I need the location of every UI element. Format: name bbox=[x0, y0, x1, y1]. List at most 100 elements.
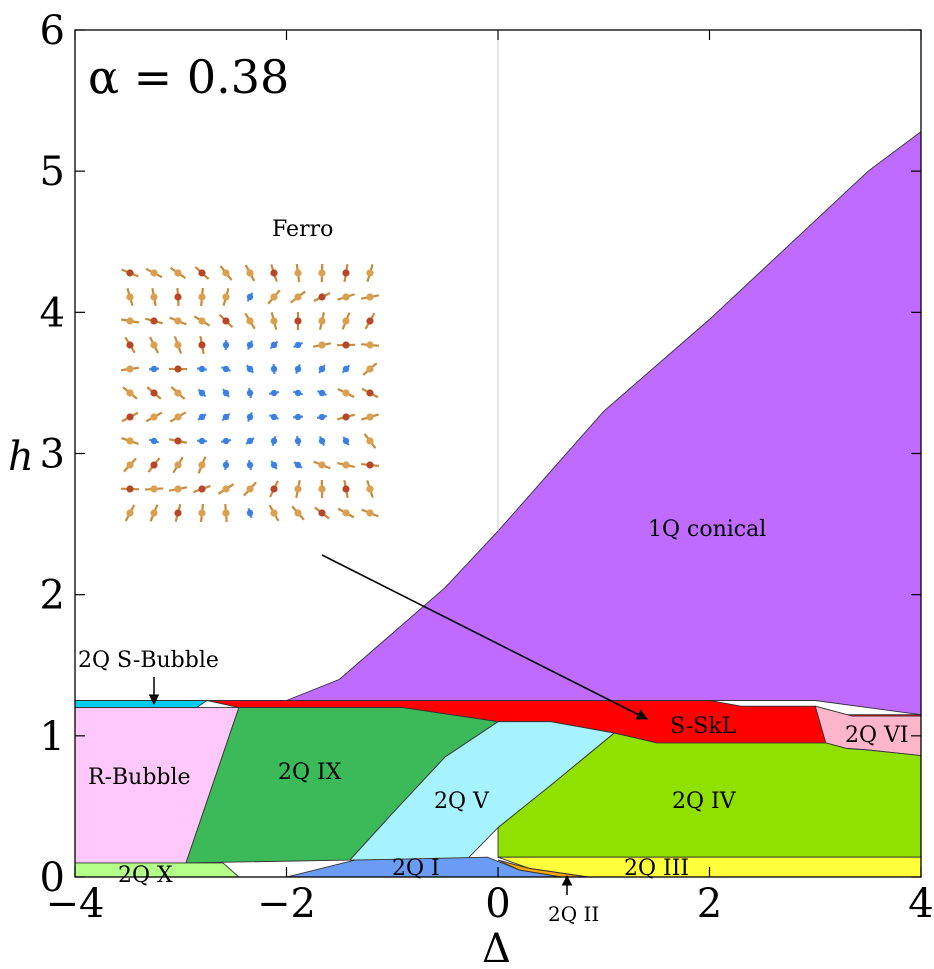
spin-arrow bbox=[198, 335, 206, 355]
i-label: 2Q I bbox=[392, 856, 440, 881]
spin-arrow bbox=[124, 504, 136, 522]
spin-arrow bbox=[222, 339, 230, 351]
spin-arrow bbox=[217, 483, 235, 495]
spin-arrow bbox=[145, 317, 163, 325]
spin-arrow bbox=[316, 413, 328, 421]
spin-arrow bbox=[219, 265, 233, 281]
spin-arrow bbox=[318, 263, 326, 283]
spin-arrow bbox=[244, 312, 256, 330]
spin-arrow bbox=[246, 387, 254, 399]
spin-arrow bbox=[270, 312, 278, 330]
spin-arrow bbox=[294, 311, 302, 331]
spin-arrow bbox=[124, 336, 136, 354]
y-tick-label: 5 bbox=[40, 149, 65, 195]
spin-arrow bbox=[267, 289, 281, 305]
rbubble-label: R-Bubble bbox=[88, 765, 191, 790]
spin-arrow bbox=[270, 460, 278, 470]
spin-arrow bbox=[193, 484, 211, 494]
spin-arrow bbox=[313, 291, 331, 303]
spin-arrow bbox=[268, 504, 280, 522]
y-tick-label: 0 bbox=[40, 855, 65, 901]
spin-arrow bbox=[364, 312, 376, 330]
spin-arrow bbox=[120, 317, 140, 325]
spin-arrow bbox=[290, 290, 306, 304]
spin-arrow bbox=[172, 456, 184, 474]
spin-arrow bbox=[318, 364, 326, 374]
spin-arrow bbox=[366, 480, 374, 498]
spin-arrow bbox=[293, 461, 303, 469]
spin-arrow bbox=[220, 437, 232, 445]
phase-regions bbox=[74, 130, 922, 878]
y-tick-label: 1 bbox=[40, 714, 65, 760]
spin-arrow bbox=[246, 411, 254, 423]
spin-arrow bbox=[218, 313, 234, 329]
spin-arrow bbox=[294, 479, 302, 499]
spin-arrow bbox=[169, 266, 187, 280]
spin-arrow bbox=[243, 481, 257, 497]
spin-arrow bbox=[168, 485, 188, 493]
spin-arrow bbox=[123, 457, 137, 473]
ii-label: 2Q II bbox=[548, 902, 599, 926]
spin-arrow bbox=[198, 287, 206, 307]
spin-arrow bbox=[269, 340, 279, 350]
spin-arrow bbox=[198, 503, 206, 523]
phase-region-iiv bbox=[348, 721, 616, 861]
spin-arrow bbox=[244, 264, 256, 282]
spin-arrow bbox=[222, 503, 230, 523]
spin-arrow bbox=[342, 263, 350, 283]
iii-label: 2Q III bbox=[624, 856, 689, 881]
spin-arrow bbox=[147, 457, 161, 473]
spin-arrow bbox=[170, 386, 186, 400]
spin-arrow bbox=[168, 365, 188, 373]
spin-arrow bbox=[314, 506, 330, 520]
spin-arrow bbox=[313, 460, 331, 470]
spin-arrow bbox=[361, 413, 379, 421]
phase-region-conical bbox=[286, 130, 922, 716]
x-tick-label: −4 bbox=[46, 881, 105, 927]
spin-arrow bbox=[222, 459, 230, 471]
y-axis-label: h bbox=[8, 434, 34, 480]
phase-region-sbubble bbox=[74, 700, 209, 709]
spin-arrow bbox=[342, 436, 350, 446]
spin-arrow bbox=[121, 437, 139, 445]
spin-arrow bbox=[270, 435, 278, 447]
spin-arrow bbox=[246, 339, 254, 351]
spin-arrow bbox=[193, 315, 211, 327]
spin-arrow bbox=[312, 341, 332, 349]
spin-arrow bbox=[360, 341, 380, 349]
spin-arrow bbox=[221, 412, 231, 422]
spin-arrow bbox=[366, 264, 374, 282]
spin-arrow bbox=[174, 504, 182, 522]
ix-label: 2Q IX bbox=[278, 760, 342, 785]
spin-arrow bbox=[316, 389, 328, 397]
y-tick-label: 3 bbox=[40, 432, 65, 478]
spin-arrow bbox=[336, 341, 356, 349]
y-tick-label: 6 bbox=[40, 8, 65, 54]
spin-arrow bbox=[197, 413, 207, 421]
spin-arrow bbox=[342, 479, 350, 499]
x-tick-label: 0 bbox=[485, 881, 510, 927]
spin-arrow bbox=[174, 287, 182, 307]
spin-arrow bbox=[294, 363, 302, 375]
spin-arrow bbox=[245, 437, 255, 445]
sbubble-label: 2Q S-Bubble bbox=[78, 648, 219, 673]
spin-arrow bbox=[169, 411, 187, 423]
spin-arrow bbox=[145, 411, 163, 423]
spin-arrow bbox=[145, 267, 163, 279]
conical-label: 1Q conical bbox=[648, 517, 766, 542]
spin-arrow bbox=[120, 485, 140, 493]
spin-arrow bbox=[169, 316, 187, 326]
spin-arrow bbox=[292, 413, 304, 421]
x-tick-label: −2 bbox=[257, 881, 316, 927]
spin-arrow bbox=[291, 505, 305, 521]
y-tick-label: 2 bbox=[40, 573, 65, 619]
x-axis-label: Δ bbox=[482, 926, 511, 969]
spin-arrow bbox=[144, 485, 164, 493]
spin-arrow bbox=[337, 413, 355, 421]
spin-arrow bbox=[294, 263, 302, 283]
spin-arrow bbox=[318, 311, 326, 331]
spin-arrow bbox=[268, 413, 280, 421]
spin-arrow bbox=[360, 293, 380, 301]
spin-arrow bbox=[194, 266, 210, 280]
